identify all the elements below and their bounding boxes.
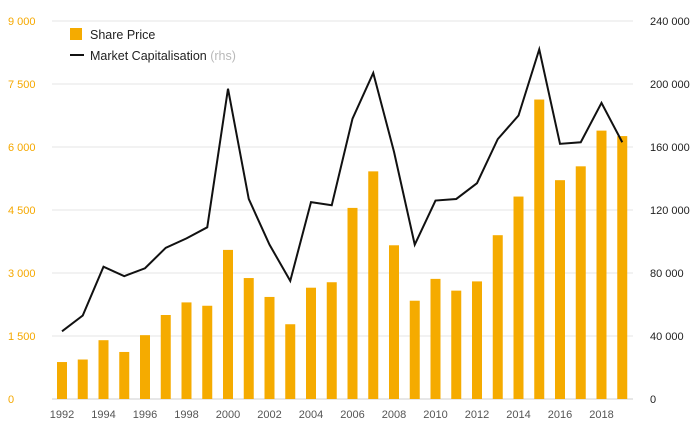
- x-axis-tick-label: 2010: [423, 409, 447, 421]
- share-price-bar: [306, 287, 316, 399]
- x-axis-tick-label: 2014: [506, 409, 530, 421]
- x-axis-tick-label: 2018: [589, 409, 613, 421]
- right-axis-tick-label: 120 000: [650, 205, 690, 217]
- share-price-bar: [409, 300, 420, 399]
- share-price-bar: [98, 340, 109, 399]
- x-axis-ticks: 1992 1994 1996 1998 2000 2002 2004 2006 2008 2010…: [50, 409, 614, 421]
- share-price-bar: [326, 282, 337, 399]
- share-price-bar: [223, 249, 233, 399]
- share-price-bar: [430, 278, 441, 399]
- right-axis-ticks: 0 40 000 80 000 120 000 160 000 200 000 240 00…: [650, 16, 690, 406]
- x-axis-tick-label: 2008: [382, 409, 406, 421]
- right-axis-tick-label: 160 000: [650, 142, 690, 154]
- x-axis-tick-label: 2004: [299, 409, 323, 421]
- x-axis-tick-label: 2016: [548, 409, 572, 421]
- share-price-bar: [57, 362, 67, 399]
- legend-label-market-cap: Market Capitalisation: [90, 49, 207, 63]
- share-price-bar: [119, 351, 130, 399]
- x-axis-tick-label: 2006: [340, 409, 364, 421]
- x-axis-tick-label: 2000: [216, 409, 240, 421]
- share-price-bar: [555, 180, 565, 399]
- left-axis-tick-label: 7 500: [8, 79, 36, 91]
- share-price-bar: [77, 359, 88, 399]
- legend: Share Price Market Capitalisation (rhs): [70, 28, 236, 63]
- share-price-bar: [160, 315, 171, 399]
- left-axis-tick-label: 4 500: [8, 205, 36, 217]
- market-cap-line-group: [61, 45, 624, 333]
- x-axis-tick-label: 1992: [50, 409, 74, 421]
- market-cap-line: [61, 45, 624, 333]
- right-axis-tick-label: 200 000: [650, 79, 690, 91]
- share-price-bar: [181, 302, 192, 399]
- share-price-bar: [596, 130, 607, 399]
- right-axis-tick-label: 80 000: [650, 268, 684, 280]
- share-price-bar: [202, 305, 213, 399]
- svg-text:Market Capitalisation (rhs): Market Capitalisation (rhs): [90, 49, 236, 63]
- legend-swatch-share-price: [70, 28, 82, 40]
- legend-label-rhs-suffix: (rhs): [210, 49, 236, 63]
- share-price-bar: [347, 207, 358, 399]
- x-axis-tick-label: 2002: [257, 409, 281, 421]
- share-price-bar: [492, 235, 503, 399]
- x-axis-tick-label: 2012: [465, 409, 489, 421]
- left-axis-tick-label: 3 000: [8, 268, 36, 280]
- share-price-bars: [57, 99, 628, 399]
- x-axis-tick-label: 1998: [174, 409, 198, 421]
- share-price-bar: [243, 278, 254, 399]
- share-price-bar: [617, 136, 628, 399]
- left-axis-tick-label: 6 000: [8, 142, 36, 154]
- share-price-bar: [472, 281, 482, 399]
- left-axis-tick-label: 9 000: [8, 16, 36, 28]
- share-price-bar: [140, 335, 150, 399]
- left-axis-ticks: 0 1 500 3 000 4 500 6 000 7 500 9 000: [8, 16, 36, 406]
- share-price-bar: [451, 290, 462, 399]
- share-price-bar: [264, 296, 275, 399]
- left-axis-tick-label: 0: [8, 394, 14, 406]
- x-axis-tick-label: 1996: [133, 409, 157, 421]
- x-axis-tick-label: 1994: [91, 409, 115, 421]
- share-price-bar: [368, 171, 379, 399]
- right-axis-tick-label: 240 000: [650, 16, 690, 28]
- right-axis-tick-label: 0: [650, 394, 656, 406]
- right-axis-tick-label: 40 000: [650, 331, 684, 343]
- left-axis-tick-label: 1 500: [8, 331, 36, 343]
- share-price-bar: [513, 196, 524, 399]
- share-price-bar: [389, 245, 399, 399]
- share-price-bar: [534, 99, 545, 399]
- share-price-bar: [575, 166, 586, 399]
- share-price-bar: [285, 324, 296, 399]
- legend-label-share-price: Share Price: [90, 28, 155, 42]
